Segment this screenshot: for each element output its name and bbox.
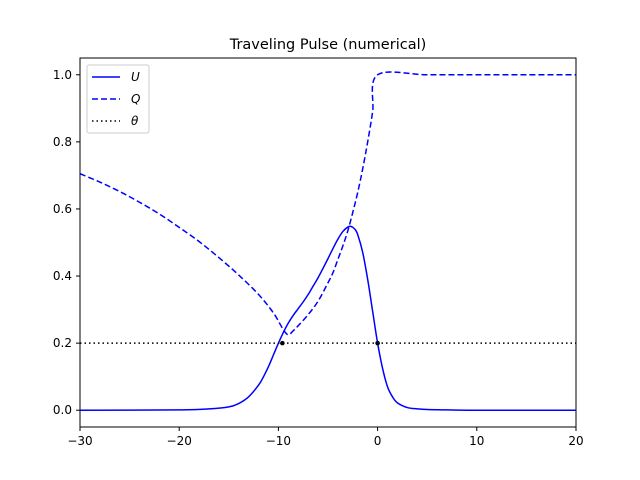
y-tick-label: 1.0 bbox=[53, 68, 72, 82]
series-layer bbox=[79, 71, 577, 412]
y-tick-label: 0.0 bbox=[53, 403, 72, 417]
x-tick-label: 0 bbox=[374, 434, 382, 448]
crossing-point-2 bbox=[375, 340, 380, 346]
series-line-U bbox=[79, 225, 577, 412]
legend-label-θ: θ bbox=[131, 114, 139, 128]
x-tick-label: −30 bbox=[67, 434, 92, 448]
crossing-point-1 bbox=[280, 340, 285, 346]
legend-frame bbox=[86, 64, 150, 134]
x-tick-label: −20 bbox=[167, 434, 192, 448]
x-tick-label: −10 bbox=[266, 434, 291, 448]
y-tick-label: 0.2 bbox=[53, 336, 72, 350]
y-axis: 0.0 0.2 0.4 0.6 0.8 1.0 bbox=[53, 68, 80, 417]
chart-title: Traveling Pulse (numerical) bbox=[229, 37, 427, 53]
legend: UQθ bbox=[86, 64, 150, 134]
x-tick-label: 10 bbox=[469, 434, 484, 448]
series-line-Q bbox=[79, 71, 576, 336]
y-tick-label: 0.8 bbox=[53, 135, 72, 149]
x-axis: −30 −20 −10 0 10 20 bbox=[67, 427, 584, 448]
y-tick-label: 0.6 bbox=[53, 202, 72, 216]
x-tick-label: 20 bbox=[568, 434, 583, 448]
plot-frame bbox=[79, 57, 577, 428]
marker-layer bbox=[280, 340, 380, 346]
legend-label-U: U bbox=[131, 70, 140, 84]
legend-label-Q: Q bbox=[131, 92, 140, 106]
y-tick-label: 0.4 bbox=[53, 269, 72, 283]
legend-entries: UQθ bbox=[92, 70, 140, 128]
